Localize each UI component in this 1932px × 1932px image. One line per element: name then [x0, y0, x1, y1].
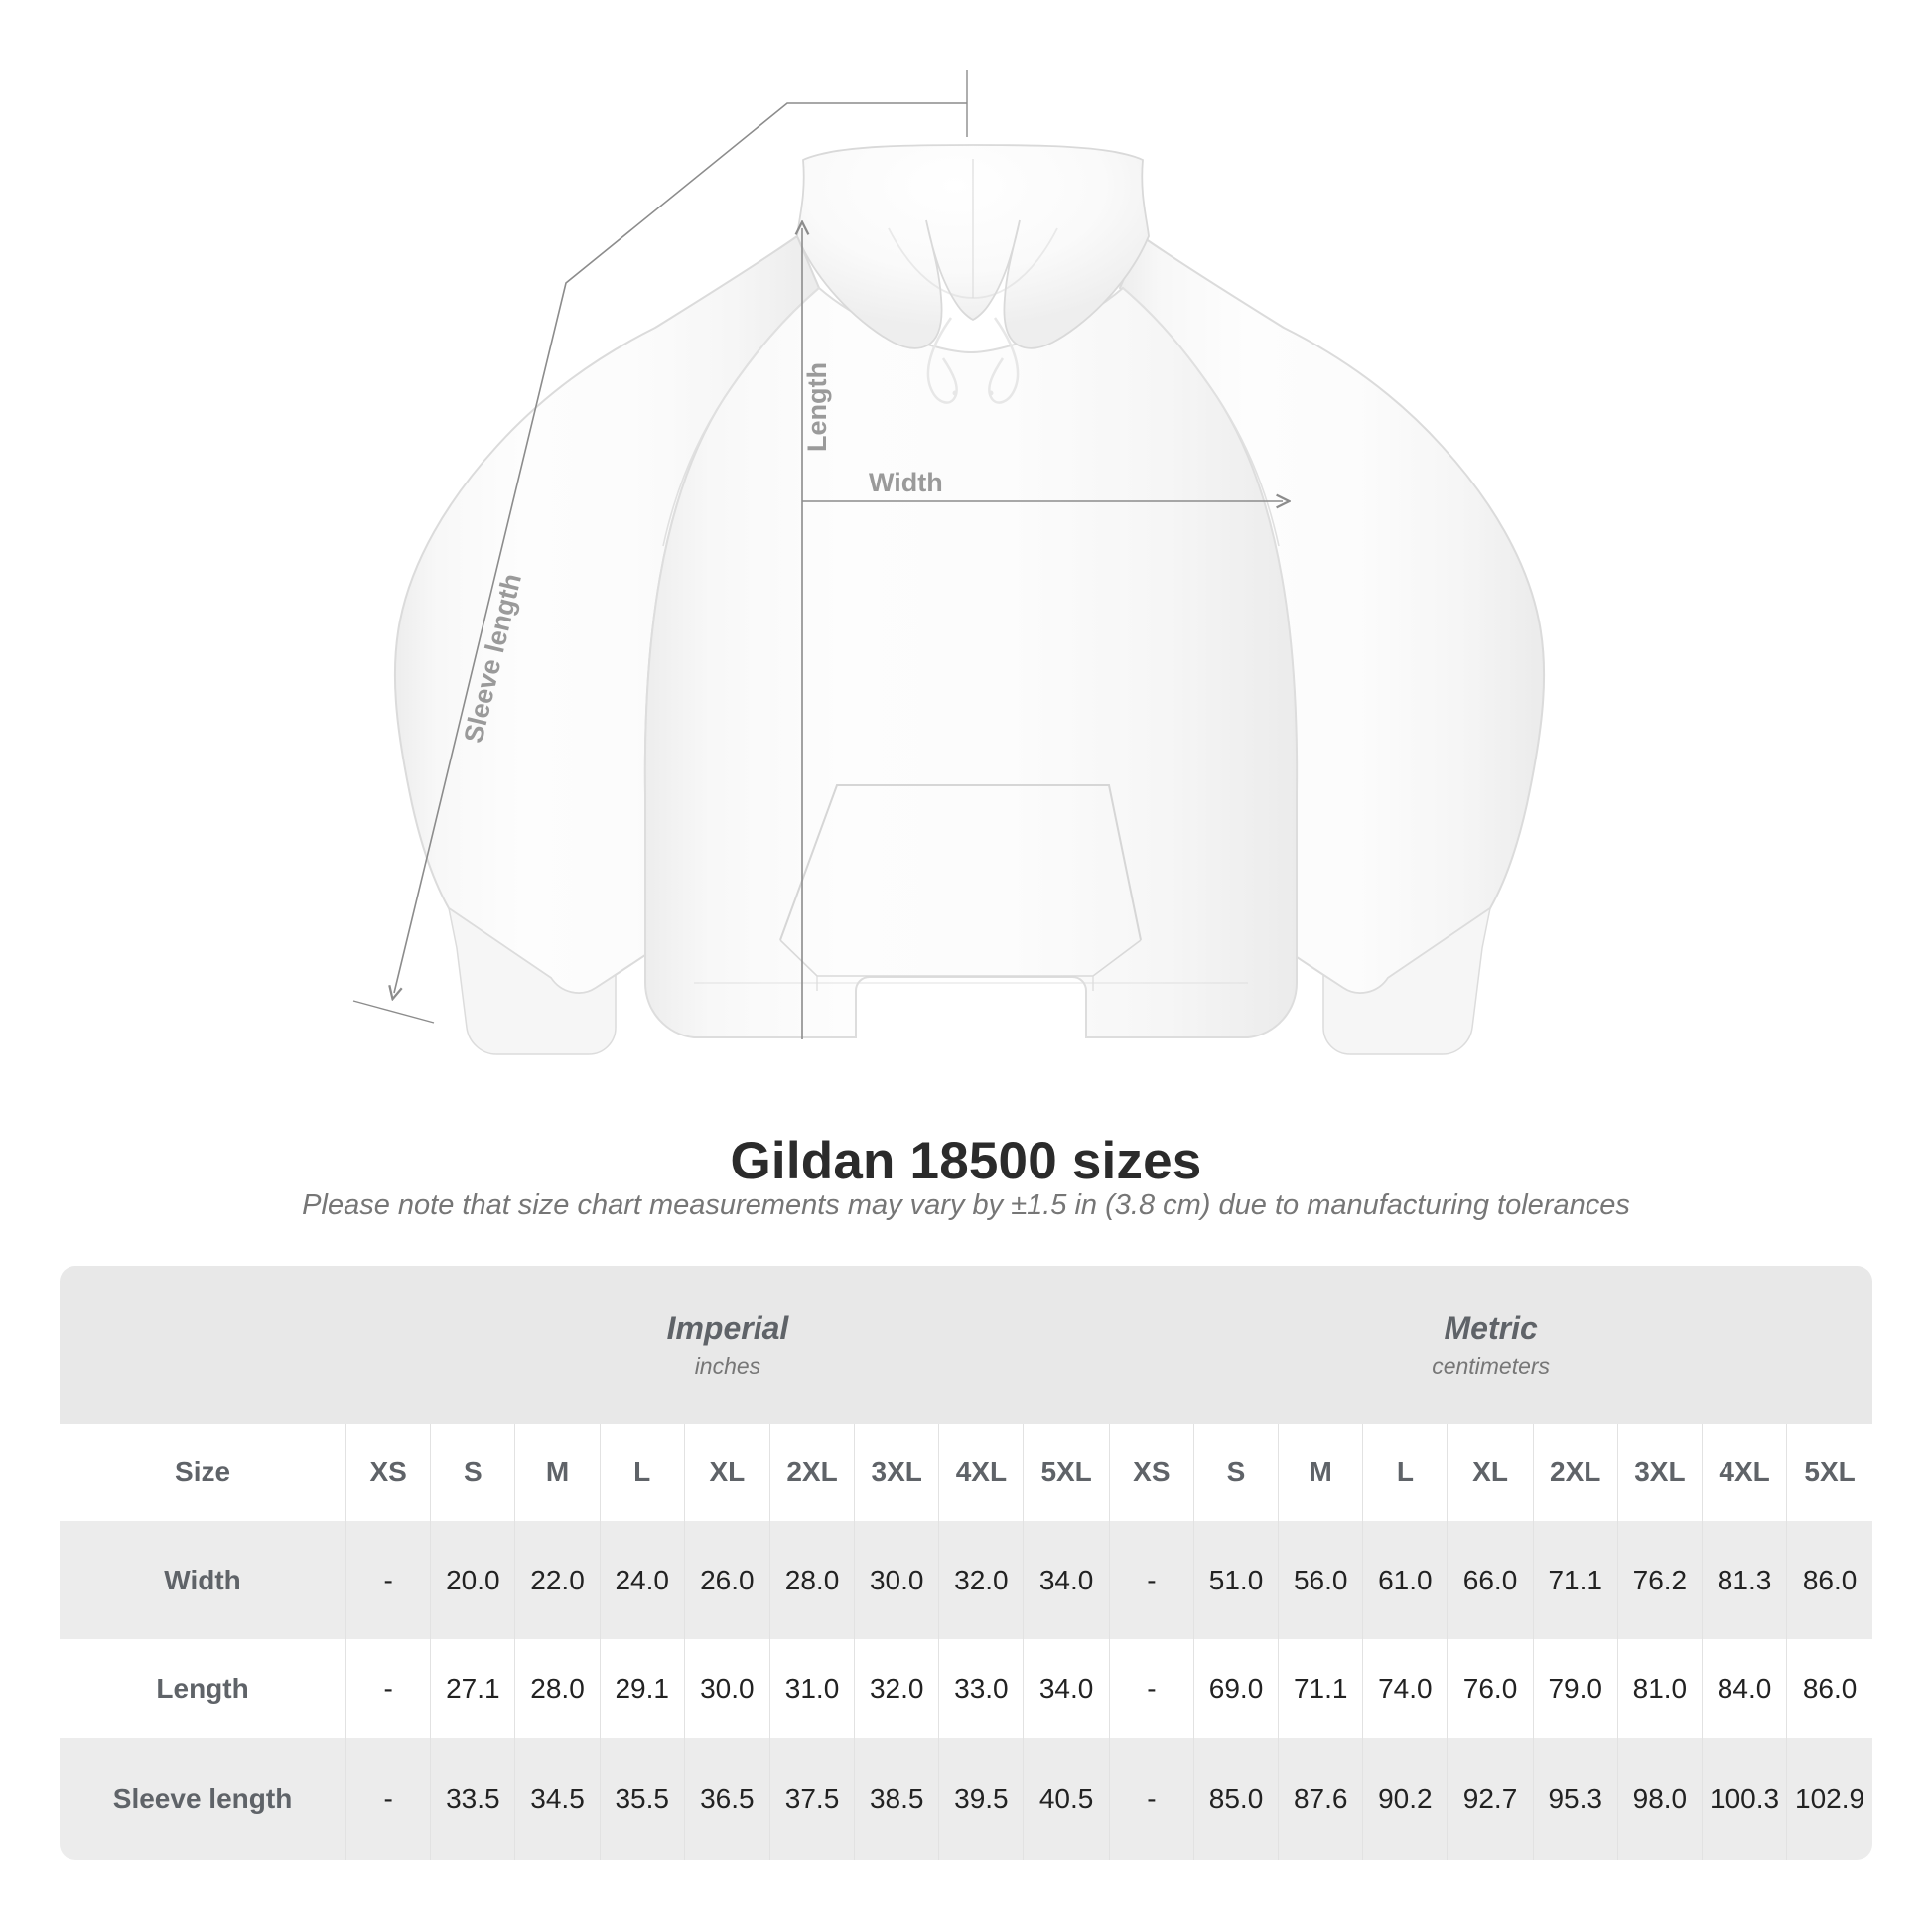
- svg-text:Length: Length: [802, 362, 832, 452]
- svg-text:Width: Width: [869, 468, 943, 497]
